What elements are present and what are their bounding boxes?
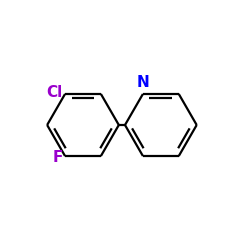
Text: Cl: Cl xyxy=(46,85,62,100)
Text: N: N xyxy=(136,75,149,90)
Text: F: F xyxy=(52,150,62,165)
